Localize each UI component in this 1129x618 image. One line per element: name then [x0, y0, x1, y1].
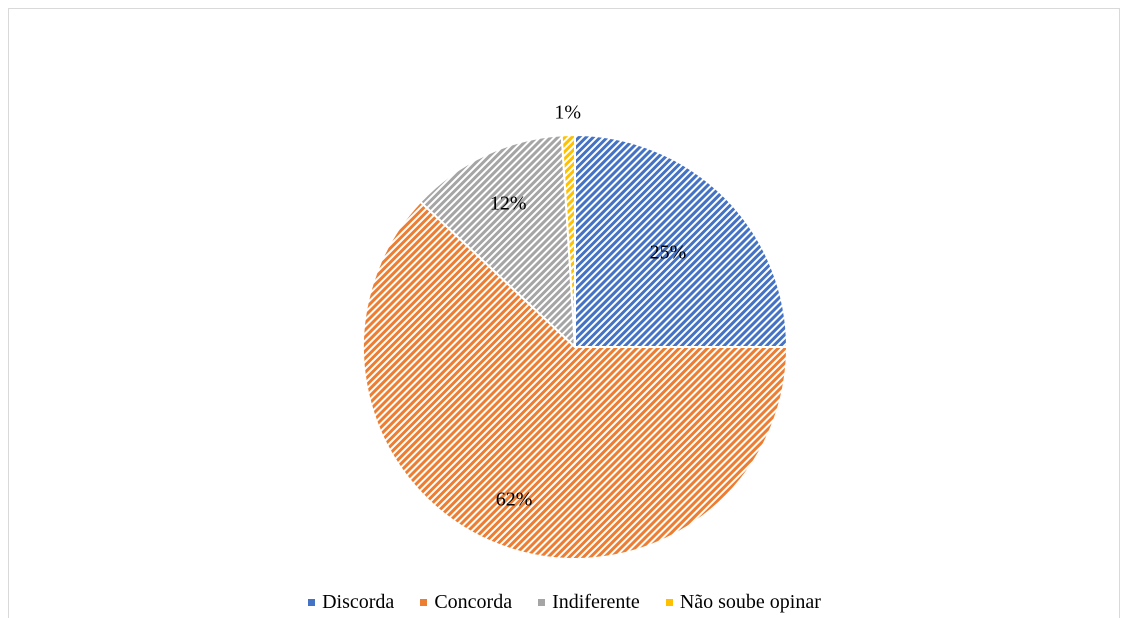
- legend-label-concorda: Concorda: [434, 591, 513, 613]
- pie-slice-indiferente: [419, 134, 577, 350]
- legend-label-discorda: Discorda: [322, 591, 395, 613]
- data-label-nao-soube-opinar: 1%: [554, 102, 581, 124]
- legend-swatch-nao-soube-opinar: [665, 599, 673, 606]
- legend-item-concorda: Concorda: [420, 591, 512, 614]
- chart-legend: Discorda Concorda Indiferente Não soube …: [0, 591, 1129, 614]
- legend-swatch-concorda: [420, 599, 428, 606]
- pie-slice-discorda: [574, 133, 789, 348]
- pie-slice-concorda: [362, 200, 789, 560]
- legend-item-nao-soube-opinar: Não soube opinar: [665, 591, 821, 614]
- legend-swatch-discorda: [308, 599, 316, 606]
- legend-label-nao-soube-opinar: Não soube opinar: [679, 591, 821, 613]
- data-label-concorda: 62%: [496, 488, 533, 510]
- data-label-indiferente: 12%: [490, 193, 527, 215]
- data-label-discorda: 25%: [650, 242, 687, 264]
- legend-item-discorda: Discorda: [308, 591, 394, 614]
- pie-slice-nao-soube-opinar: [560, 133, 576, 348]
- legend-item-indiferente: Indiferente: [538, 591, 640, 614]
- legend-swatch-indiferente: [538, 599, 546, 606]
- legend-label-indiferente: Indiferente: [552, 591, 640, 613]
- chart-frame: [8, 8, 1120, 618]
